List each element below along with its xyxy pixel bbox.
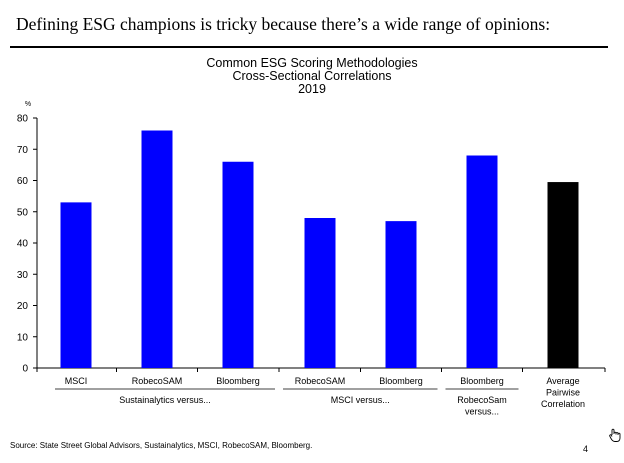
y-tick-label: 40: [17, 239, 29, 250]
page-number: 4: [583, 444, 589, 454]
hand-cursor-icon: [609, 428, 621, 442]
x-category-label: Bloomberg: [460, 376, 504, 386]
bar: [141, 130, 173, 368]
x-category-label: Bloomberg: [216, 376, 260, 386]
x-category-label: Average: [546, 376, 579, 386]
bar: [60, 202, 92, 368]
chart-year: 2019: [298, 82, 326, 96]
y-tick-label: 0: [22, 364, 28, 375]
y-tick-label: 30: [17, 270, 29, 281]
x-category-label: Correlation: [541, 399, 585, 409]
y-tick-label: 10: [17, 332, 29, 343]
slide-title: Defining ESG champions is tricky because…: [16, 14, 551, 34]
y-axis-unit: %: [25, 101, 31, 108]
bar: [385, 221, 417, 368]
x-category-label: MSCI: [65, 376, 88, 386]
bar: [222, 161, 254, 368]
x-category-label: Bloomberg: [379, 376, 423, 386]
title-divider: [10, 46, 608, 48]
group-label: Sustainalytics versus...: [119, 395, 211, 405]
group-label: RobecoSam: [457, 395, 507, 405]
group-label: versus...: [465, 407, 499, 417]
y-tick-label: 50: [17, 207, 29, 218]
bar: [466, 155, 498, 368]
group-label: MSCI versus...: [331, 395, 390, 405]
x-category-label: RobecoSAM: [132, 376, 183, 386]
y-tick-label: 80: [17, 114, 29, 125]
x-category-label: Pairwise: [546, 388, 580, 398]
bar: [547, 182, 579, 368]
y-tick-label: 60: [17, 176, 29, 187]
chart-title: Common ESG Scoring Methodologies: [206, 56, 418, 70]
y-tick-label: 20: [17, 301, 29, 312]
y-tick-label: 70: [17, 145, 29, 156]
chart-subtitle: Cross-Sectional Correlations: [232, 69, 392, 83]
bar: [304, 218, 336, 368]
source-note: Source: State Street Global Advisors, Su…: [10, 441, 313, 450]
x-category-label: RobecoSAM: [295, 376, 346, 386]
